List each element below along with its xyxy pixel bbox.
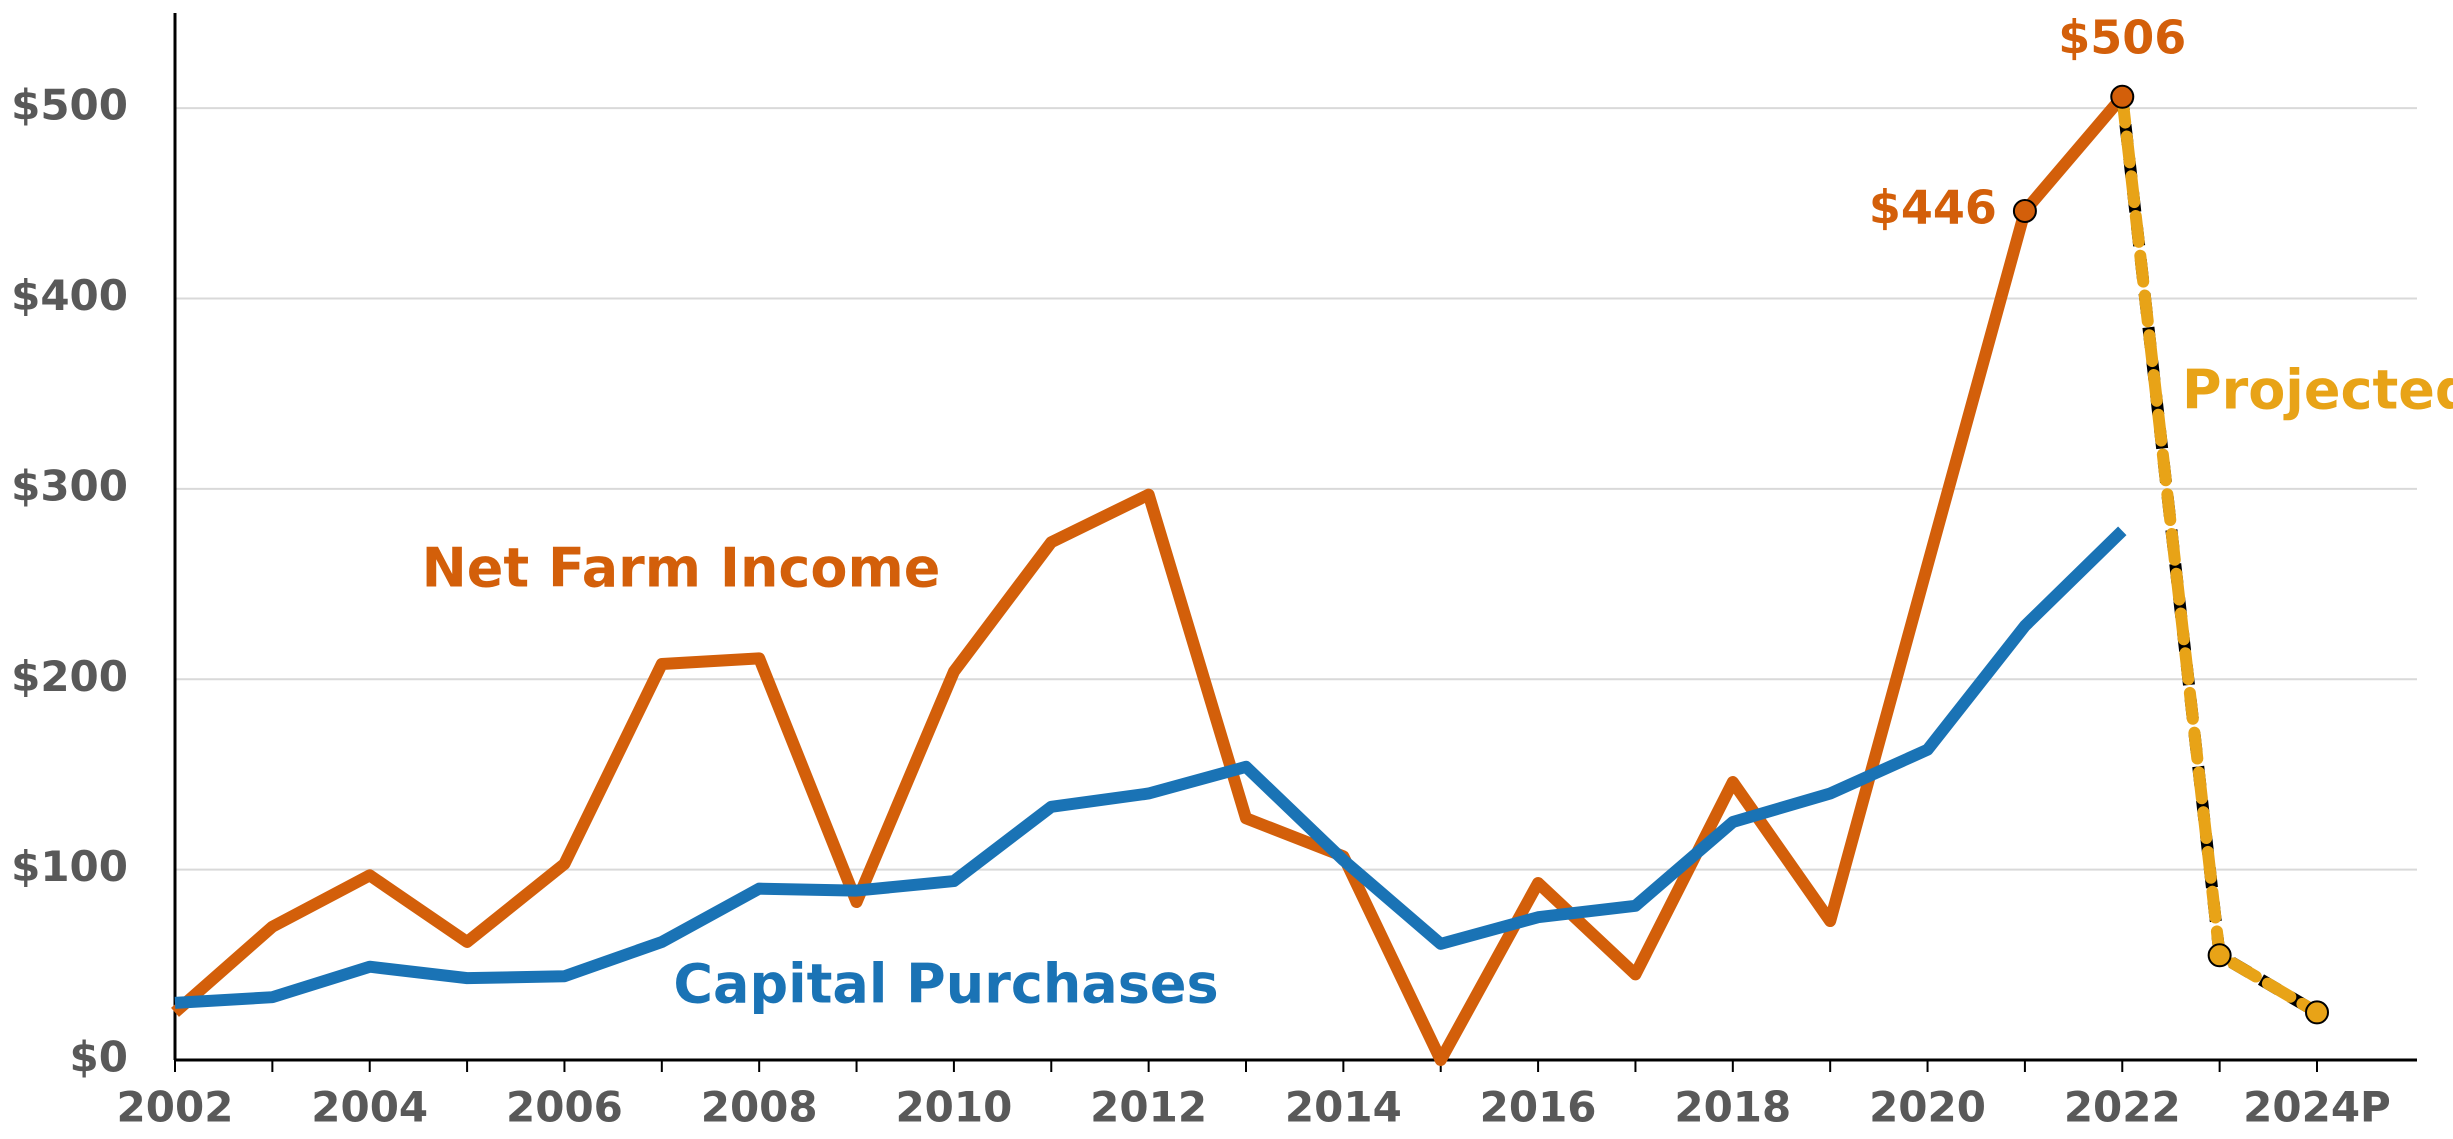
line [2116,90,2323,1019]
line [171,92,2127,1066]
point [2110,84,2135,109]
projected-shadow [2116,96,2321,1018]
x-tick-label: 2016 [1480,1083,1597,1132]
x-tick-label: 2002 [117,1083,234,1132]
y-tick-label: $0 [70,1033,128,1082]
y-tick-label: $400 [11,271,128,320]
y-tick-label: $500 [11,81,128,130]
data-label: $446 [1869,180,1997,234]
x-tick-label: 2014 [1285,1083,1402,1132]
x-tick-label: 2022 [2064,1083,2181,1132]
data-label: $506 [2058,10,2186,64]
y-tick-label: $100 [11,842,128,891]
x-tick-label: 2012 [1090,1083,1207,1132]
x-tick-label: 2018 [1674,1083,1791,1132]
x-tick-label: 2004 [311,1083,428,1132]
y-tick-label: $200 [11,652,128,701]
point [2207,943,2232,968]
x-tick-label: 2008 [701,1083,818,1132]
x-tick-label: 2010 [895,1083,1012,1132]
x-tick-label: 2006 [506,1083,623,1132]
y-tick-label: $300 [11,461,128,510]
point [2012,198,2037,223]
series-label: Projected [2182,359,2453,422]
x-tick-label: 2020 [1869,1083,1986,1132]
line [174,526,2127,1009]
series-label: Net Farm Income [422,537,941,600]
x-tick-label: 2024P [2243,1083,2391,1132]
series-label: Capital Purchases [673,953,1218,1016]
point [2305,1000,2329,1025]
